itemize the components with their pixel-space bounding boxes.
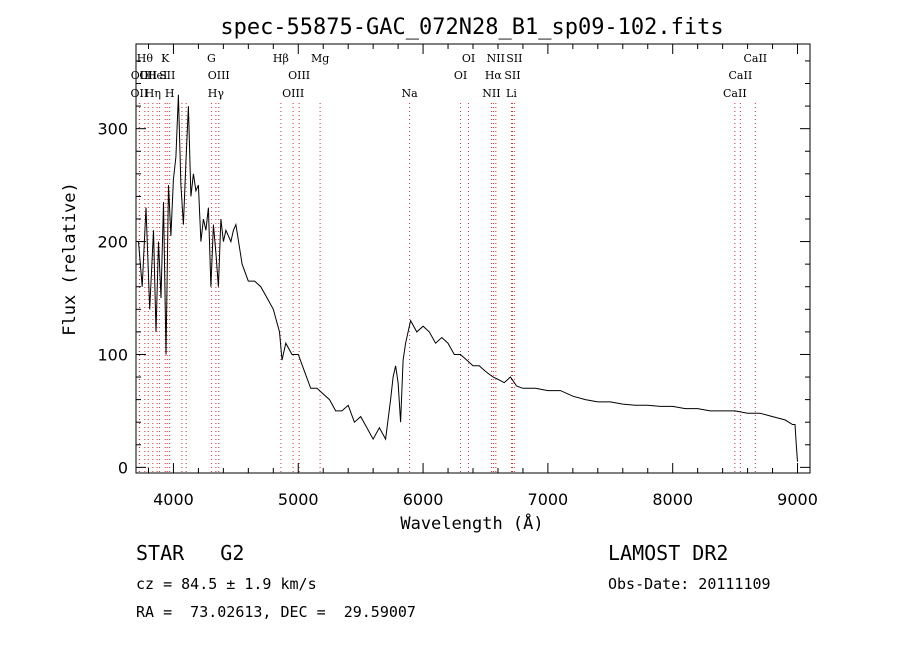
spectral-line-label: NII xyxy=(487,52,505,65)
spectral-line-label: G xyxy=(207,52,216,65)
x-axis-label: Wavelength (Å) xyxy=(400,512,543,534)
plot-frame xyxy=(135,43,811,474)
spectral-line-label: CaII xyxy=(729,69,753,82)
y-tick-label: 100 xyxy=(97,345,128,364)
spectral-line-label: K xyxy=(161,52,170,65)
object-class: STAR G2 xyxy=(136,541,244,565)
spectral-line-label: Hη xyxy=(145,87,161,100)
y-axis-label: Flux (relative) xyxy=(60,182,80,336)
spectral-line-label: OII xyxy=(131,87,149,100)
spectral-line-label: OI xyxy=(454,69,467,82)
spectral-line-label: Hα xyxy=(485,69,503,82)
spectral-line-label: SII xyxy=(159,69,175,82)
spectrum-series-line xyxy=(138,94,798,462)
survey-label: LAMOST DR2 xyxy=(608,541,729,565)
spectral-line-labels: OIIOIIHθOIIHηHeIKSIIHGHγOIIIHβOIIIOIIIMg… xyxy=(131,52,768,100)
x-tick-label: 4000 xyxy=(153,490,194,509)
spectral-line-label: OIII xyxy=(288,69,310,82)
x-tick-label: 7000 xyxy=(528,490,569,509)
x-axis-ticks: 4000 5000 6000 7000 8000 9000 xyxy=(147,44,818,509)
spectral-line-label: OI xyxy=(462,52,475,65)
spectral-line-label: OII xyxy=(139,69,157,82)
spectral-line-label: Hγ xyxy=(208,87,225,100)
spectral-line-label: HeI xyxy=(147,69,167,82)
coordinates-label: RA = 73.02613, DEC = 29.59007 xyxy=(136,603,416,621)
class-label: STAR xyxy=(136,541,185,565)
spectral-line-label: Li xyxy=(506,87,517,100)
subclass-label: G2 xyxy=(220,541,245,565)
spectral-line-label: OIII xyxy=(282,87,304,100)
spectral-line-label: CaII xyxy=(723,87,747,100)
spectral-line-label: SII xyxy=(504,69,520,82)
spectral-line-label: H xyxy=(165,87,175,100)
x-tick-label: 8000 xyxy=(652,490,693,509)
spectral-line-markers xyxy=(138,103,756,473)
spectral-line-label: OIII xyxy=(208,69,230,82)
spectral-line-label: CaII xyxy=(743,52,767,65)
spectral-line-label: Mg xyxy=(311,52,329,65)
spectral-line-label: Hθ xyxy=(137,52,154,65)
spectral-line-label: OII xyxy=(131,69,149,82)
x-tick-label: 5000 xyxy=(278,490,319,509)
spectral-line-label: Hβ xyxy=(273,52,289,65)
x-tick-label: 6000 xyxy=(403,490,444,509)
y-tick-label: 200 xyxy=(97,233,128,252)
y-tick-label: 0 xyxy=(118,458,128,477)
spectral-line-label: SII xyxy=(506,52,522,65)
chart-title: spec-55875-GAC_072N28_B1_sp09-102.fits xyxy=(220,15,723,40)
y-axis-ticks: 0 100 200 300 xyxy=(97,60,810,477)
spectral-line-label: Na xyxy=(402,87,419,100)
obs-date-label: Obs-Date: 20111109 xyxy=(608,575,771,593)
class-gap xyxy=(184,541,220,565)
spectral-line-label: NII xyxy=(482,87,500,100)
x-tick-label: 9000 xyxy=(777,490,818,509)
redshift-label: cz = 84.5 ± 1.9 km/s xyxy=(136,575,317,593)
y-tick-label: 300 xyxy=(97,120,128,139)
